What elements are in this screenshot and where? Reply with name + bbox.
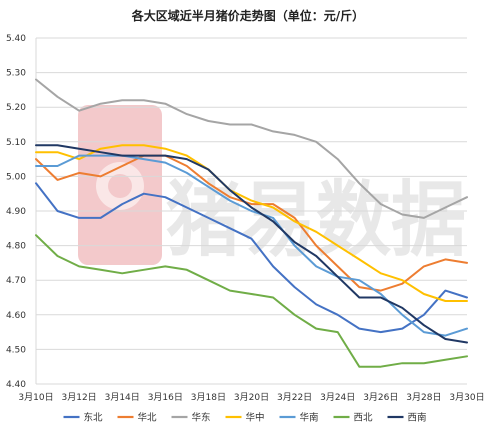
x-tick-label: 3月12日 bbox=[62, 392, 97, 403]
watermark-text: 猪易数据 bbox=[166, 173, 466, 268]
legend-label: 华北 bbox=[138, 412, 158, 424]
legend-label: 西北 bbox=[354, 413, 374, 424]
legend-item: 东北 bbox=[63, 412, 104, 424]
legend-item: 西北 bbox=[333, 413, 374, 424]
x-tick-label: 3月26日 bbox=[363, 392, 398, 403]
legend: 东北 华北 华东 华中 华南 西北 西南 bbox=[63, 412, 427, 424]
y-tick-label: 4.50 bbox=[6, 345, 26, 355]
legend-item: 华东 bbox=[171, 412, 211, 424]
series-line-6 bbox=[35, 234, 468, 368]
y-tick-label: 4.40 bbox=[6, 380, 26, 390]
x-tick-label: 3月24日 bbox=[320, 392, 355, 403]
legend-item: 华中 bbox=[225, 412, 265, 424]
legend-label: 西南 bbox=[408, 412, 427, 424]
legend-item: 西南 bbox=[387, 412, 427, 424]
y-tick-label: 4.90 bbox=[6, 207, 26, 217]
y-tick-label: 5.20 bbox=[6, 103, 26, 113]
series-line-3 bbox=[35, 78, 468, 219]
legend-item: 华南 bbox=[279, 412, 319, 424]
x-tick-label: 3月10日 bbox=[18, 392, 53, 403]
y-tick-label: 5.30 bbox=[6, 69, 26, 79]
series-line-4 bbox=[35, 144, 468, 302]
y-tick-label: 4.70 bbox=[6, 276, 26, 286]
x-tick-label: 3月20日 bbox=[234, 392, 269, 403]
series-line-2 bbox=[35, 154, 468, 292]
legend-label: 华东 bbox=[192, 412, 211, 424]
y-tick-label: 4.60 bbox=[6, 311, 26, 321]
x-tick-label: 3月30日 bbox=[449, 392, 484, 403]
legend-label: 华中 bbox=[246, 412, 265, 424]
series-line-5 bbox=[35, 154, 468, 337]
x-tick-label: 3月18日 bbox=[191, 392, 226, 403]
x-axis: 3月10日 3月12日 3月14日 3月16日 3月18日 3月20日 3月22日 3月24日… bbox=[18, 392, 484, 403]
watermark-logo-core bbox=[108, 174, 132, 198]
legend-label: 东北 bbox=[84, 412, 104, 424]
x-tick-label: 3月16日 bbox=[148, 392, 183, 403]
legend-label: 华南 bbox=[300, 412, 319, 424]
series-line-7 bbox=[35, 144, 468, 344]
x-tick-label: 3月22日 bbox=[277, 392, 312, 403]
y-axis: 5.40 5.30 5.20 5.10 5.00 4.90 4.80 4.70 4.60 4.50… bbox=[6, 34, 26, 390]
y-tick-label: 5.00 bbox=[6, 172, 26, 182]
watermark-logo bbox=[78, 105, 162, 265]
x-tick-label: 3月28日 bbox=[406, 392, 441, 403]
chart-title: 各大区域近半月猪价走势图（单位：元/斤） bbox=[131, 8, 364, 23]
series-line-1 bbox=[35, 182, 468, 334]
y-tick-label: 4.80 bbox=[6, 242, 26, 252]
x-tick-label: 3月14日 bbox=[105, 392, 140, 403]
y-tick-label: 5.10 bbox=[6, 138, 26, 148]
y-tick-label: 5.40 bbox=[6, 34, 26, 44]
legend-item: 华北 bbox=[117, 412, 158, 424]
series-lines bbox=[35, 78, 468, 368]
